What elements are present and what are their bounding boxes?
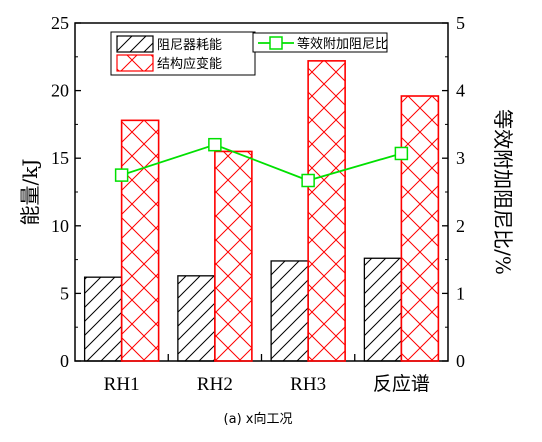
x-tick-label-RH2: RH2 <box>197 374 233 395</box>
right-tick-label: 5 <box>456 13 465 33</box>
bar-strain-RH1 <box>120 119 160 362</box>
left-tick-label: 25 <box>51 13 69 33</box>
left-tick-label: 20 <box>51 81 69 101</box>
x-tick-label-RH1: RH1 <box>104 374 140 395</box>
bar-strain-RH3 <box>307 60 346 362</box>
chart-caption: (a) x向工况 <box>224 411 293 427</box>
x-tick-label-反应谱: 反应谱 <box>373 373 430 395</box>
legend-line: 等效附加阻尼比 <box>252 32 388 53</box>
left-axis: 0 5 10 15 20 25 <box>51 13 81 371</box>
damping-ratio-path <box>121 143 402 182</box>
y-axis-right-title: 等效附加阻尼比/% <box>491 109 515 275</box>
right-tick-label: 0 <box>456 351 465 371</box>
bar-damper-RH2 <box>177 275 216 362</box>
legend-label-damper: 阻尼器耗能 <box>157 38 222 53</box>
legend-bars: 阻尼器耗能 结构应变能 <box>110 31 256 76</box>
bar-damper-RH3 <box>270 260 309 362</box>
legend-label-strain: 结构应变能 <box>157 56 222 72</box>
left-tick-label: 5 <box>60 283 69 303</box>
bar-strain-RH2 <box>214 150 253 362</box>
x-axis: RH1 RH2 RH3 反应谱 <box>104 354 430 395</box>
bar-damper-反应谱 <box>363 257 403 362</box>
x-tick-label-RH3: RH3 <box>290 374 326 395</box>
right-tick-label: 4 <box>456 81 465 101</box>
y-axis-title: 能量/kJ <box>18 159 42 226</box>
bar-strain-反应谱 <box>400 95 440 362</box>
damping-point-RH3 <box>301 173 315 188</box>
damping-point-反应谱 <box>394 146 409 161</box>
damper-energy-bars <box>83 257 403 362</box>
legend-marker-damping <box>269 36 283 50</box>
strain-energy-bars <box>120 60 440 362</box>
left-tick-label: 0 <box>60 351 69 371</box>
right-axis: 0 1 2 3 4 5 <box>442 13 465 371</box>
bar-damper-RH1 <box>83 276 123 362</box>
right-tick-label: 1 <box>456 283 465 303</box>
right-tick-label: 2 <box>456 216 465 236</box>
right-tick-label: 3 <box>456 148 465 168</box>
damping-point-RH1 <box>114 168 129 182</box>
left-tick-label: 15 <box>51 148 69 168</box>
left-tick-label: 10 <box>51 216 69 236</box>
legend-swatch-strain <box>116 54 154 72</box>
damping-point-RH2 <box>208 137 222 152</box>
damping-ratio-line <box>114 137 409 188</box>
legend-swatch-damper <box>116 35 154 53</box>
legend-label-damping: 等效附加阻尼比 <box>297 36 388 52</box>
